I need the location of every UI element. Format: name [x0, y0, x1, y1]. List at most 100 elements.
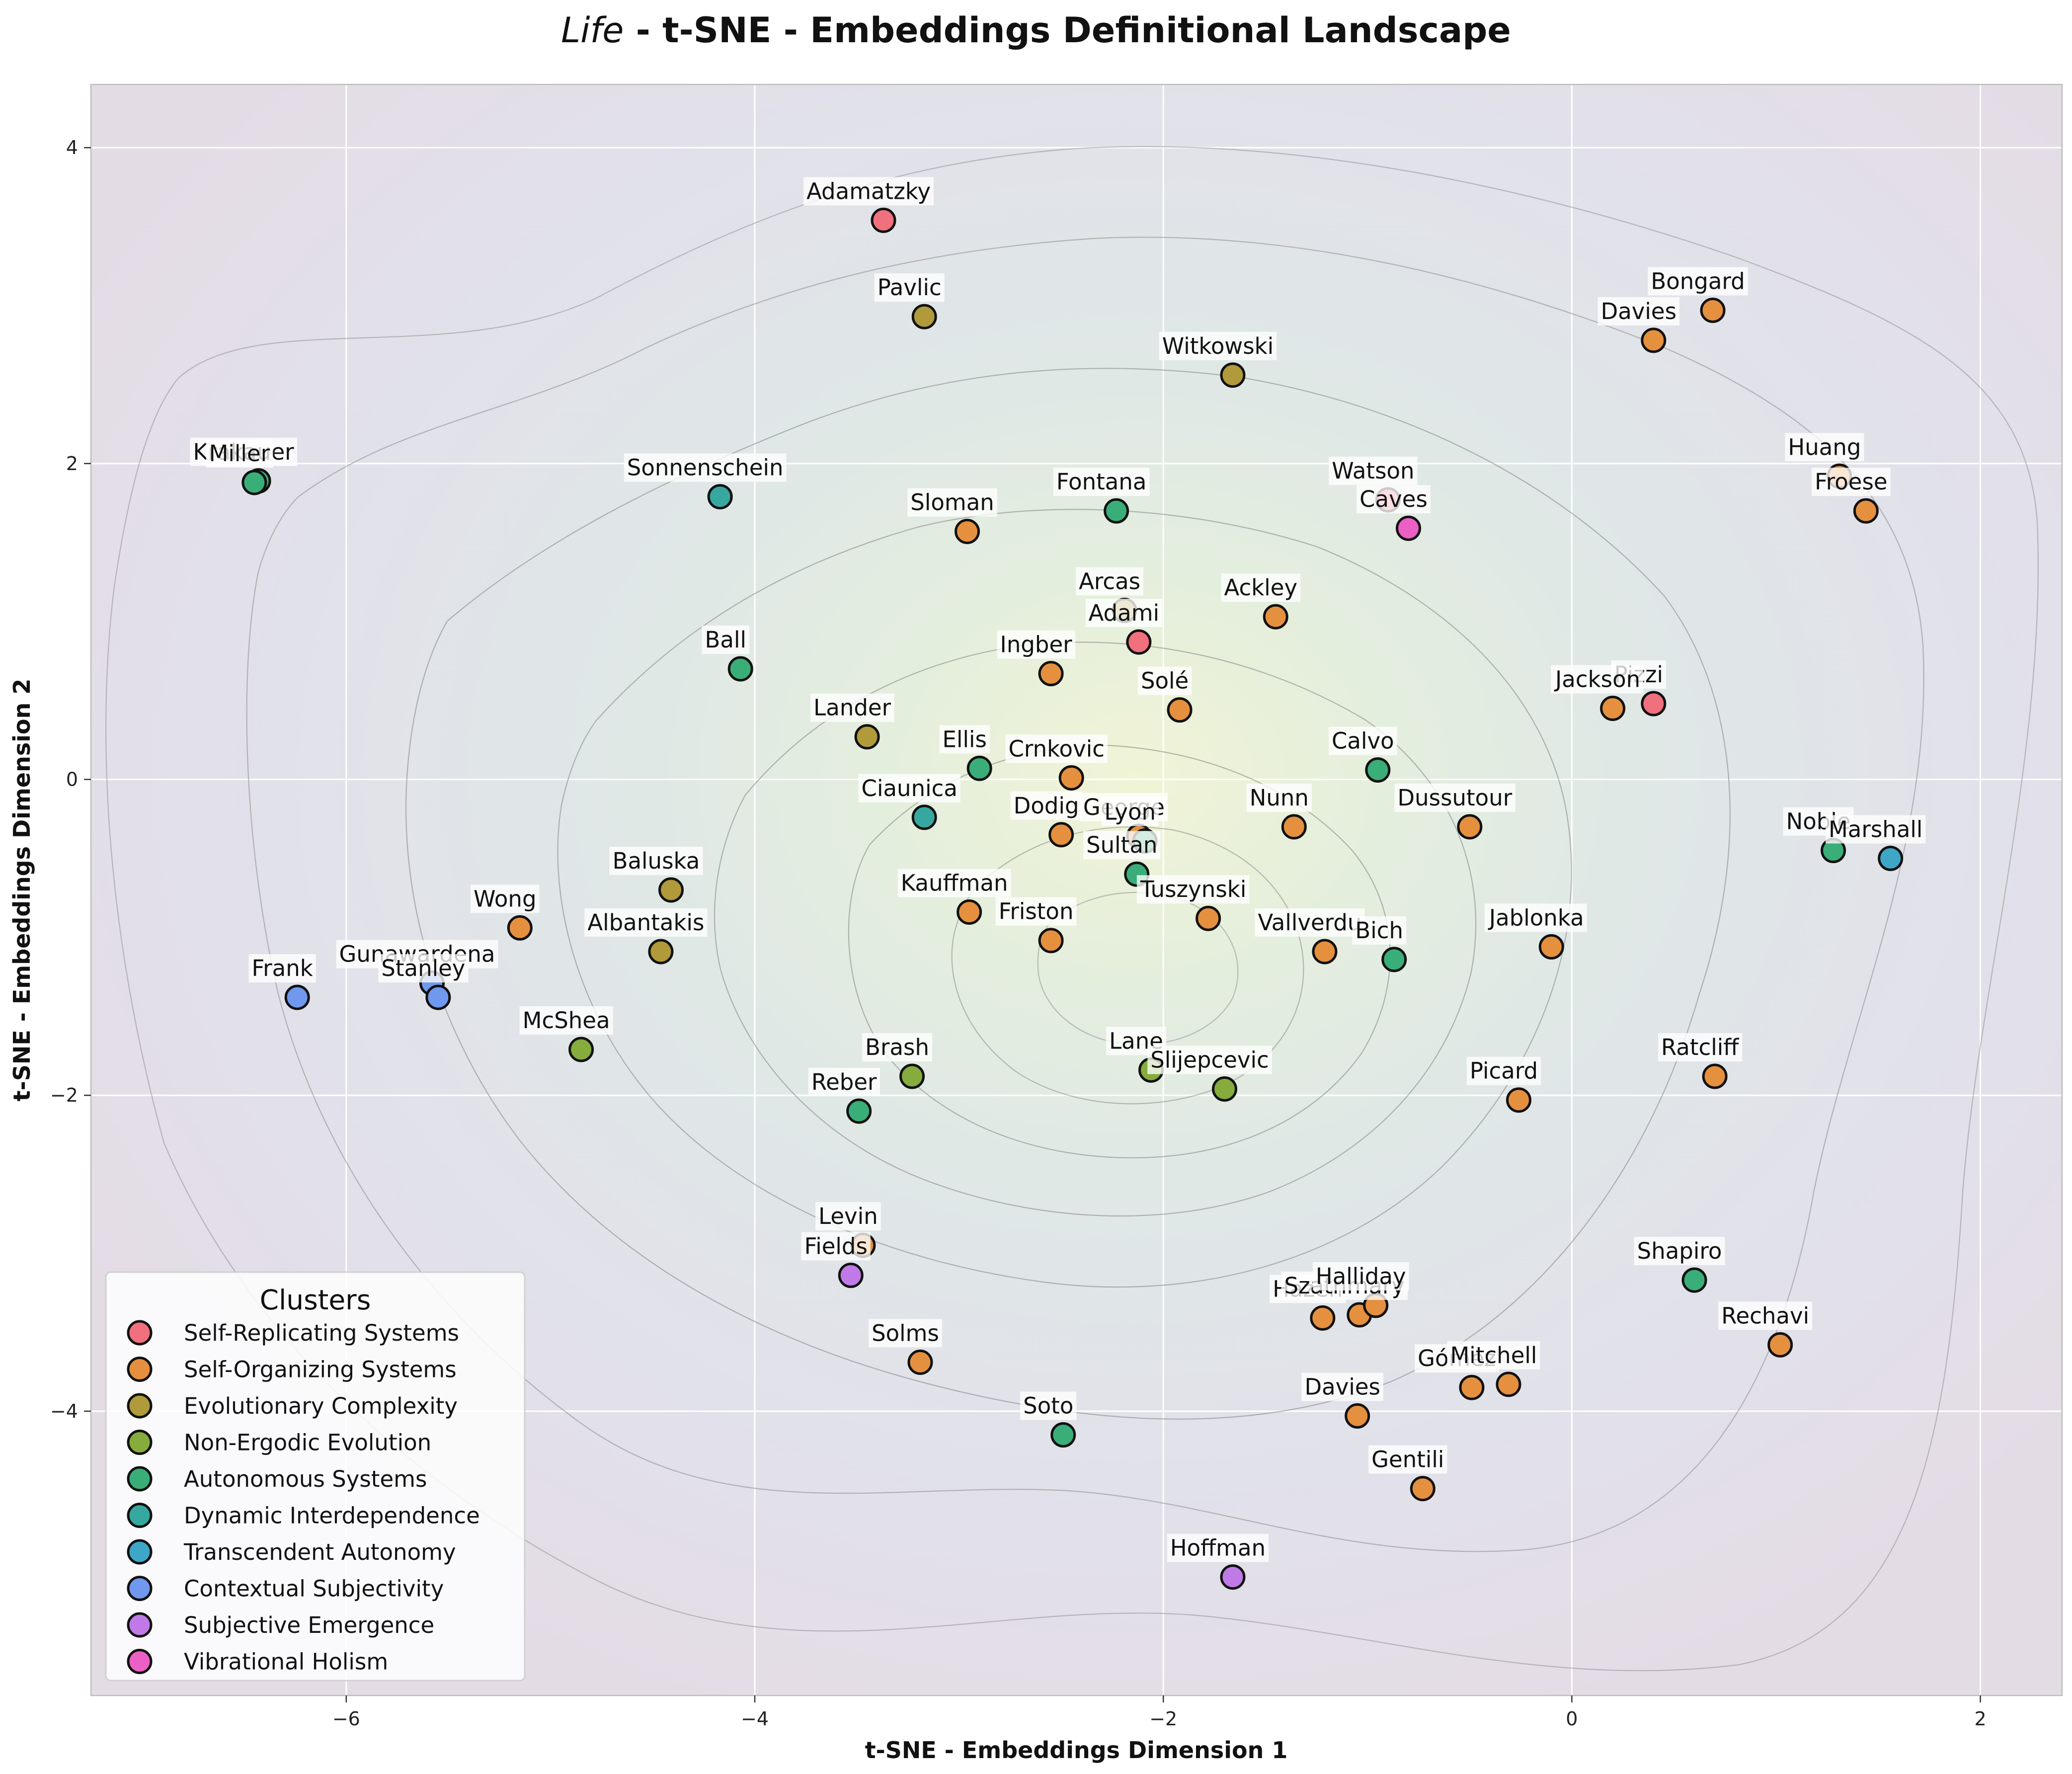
x-tick-label: 2: [1974, 1708, 1986, 1730]
point-label-background: [1329, 456, 1418, 485]
scatter-point: [1641, 691, 1667, 717]
scatter-point: [1263, 604, 1288, 630]
scatter-point: [1365, 757, 1391, 783]
point-label: Tuszynski: [1140, 876, 1246, 902]
point-label-background: [1083, 831, 1161, 860]
point-label-background: [1255, 908, 1365, 937]
point-label-background: [1076, 567, 1144, 596]
point-label: Watson: [1332, 458, 1414, 484]
legend-entry-label: Self-Organizing Systems: [184, 1357, 457, 1383]
point-label-background: [1221, 573, 1301, 602]
point-label: Ellis: [943, 726, 987, 752]
scatter-point: [568, 1037, 594, 1062]
point-label: Friston: [999, 898, 1074, 925]
point-label: Mitchell: [1450, 1342, 1537, 1369]
point-label: Reber: [811, 1069, 877, 1095]
point-label-background: [1368, 1445, 1447, 1474]
point-label-background: [1005, 734, 1108, 763]
x-tick-label: −6: [332, 1708, 360, 1730]
point-label: Baluska: [613, 848, 700, 874]
point-label-background: [995, 897, 1077, 926]
legend-frame: [105, 1271, 526, 1682]
point-label-background: [815, 1202, 881, 1231]
scatter-point: [838, 1263, 864, 1289]
point-label-background: [1312, 1262, 1409, 1290]
point-label-background: [1329, 726, 1397, 755]
scatter-point: [1345, 1403, 1370, 1429]
point-label-background: [874, 273, 945, 302]
scatter-point: [1700, 298, 1726, 323]
legend-title: Clusters: [260, 1284, 371, 1316]
scatter-point: [1459, 1374, 1485, 1400]
point-label: Picard: [1470, 1058, 1538, 1084]
point-label: Ratcliff: [1661, 1034, 1739, 1060]
point-label-background: [1658, 1033, 1743, 1062]
scatter-point: [1702, 1063, 1728, 1089]
point-label-background: [1010, 791, 1082, 820]
legend-entry-label: Evolutionary Complexity: [184, 1393, 458, 1419]
point-label-background: [869, 1319, 942, 1348]
scatter-point: [727, 656, 753, 682]
scatter-point: [1506, 1087, 1532, 1113]
scatter-point: [955, 518, 980, 544]
point-label-background: [1159, 331, 1277, 360]
point-label-background: [808, 1067, 880, 1096]
point-label-background: [1053, 468, 1150, 496]
point-label-background: [1825, 815, 1926, 844]
y-tick-label: 2: [66, 453, 78, 475]
legend: Clusters Self-Replicating Systems Self-Org…: [105, 1271, 526, 1682]
point-label: Dussutour: [1397, 785, 1512, 811]
point-label: Brash: [865, 1034, 929, 1060]
point-label: Crnkovic: [1008, 735, 1105, 762]
point-label-background: [1718, 1301, 1813, 1330]
scatter-point: [707, 484, 733, 510]
point-label-background: [248, 954, 316, 983]
scatter-point: [1050, 1422, 1076, 1448]
point-label: Levin: [818, 1203, 878, 1229]
point-label-background: [1101, 798, 1159, 826]
legend-marker: [127, 1649, 153, 1674]
legend-entry-label: Vibrational Holism: [184, 1649, 388, 1675]
point-label-background: [1812, 468, 1891, 496]
legend-entry-label: Transcendent Autonomy: [183, 1539, 456, 1565]
scatter-point: [648, 939, 674, 965]
scatter-point: [241, 470, 267, 495]
point-label: Bongard: [1651, 268, 1745, 295]
legend-entry-label: Self-Replicating Systems: [184, 1320, 459, 1346]
point-label-background: [897, 869, 1011, 897]
point-label-background: [1352, 916, 1407, 945]
scatter-point: [1381, 947, 1407, 972]
scatter-point: [1457, 814, 1483, 840]
scatter-point: [1878, 845, 1904, 871]
scatter-point: [1310, 1305, 1336, 1331]
y-tick-label: 4: [66, 137, 78, 159]
point-label: Dodig: [1014, 793, 1079, 819]
scatter-point: [1126, 629, 1152, 655]
point-label: Fields: [804, 1233, 868, 1260]
point-label-background: [584, 908, 708, 937]
point-label: Sultan: [1086, 832, 1157, 858]
point-label: Solms: [872, 1320, 939, 1346]
point-label: Adamatzky: [806, 178, 931, 204]
scatter-point: [1048, 822, 1074, 848]
legend-marker: [127, 1576, 153, 1601]
scatter-point: [1195, 905, 1221, 931]
legend-entry-label: Non-Ergodic Evolution: [184, 1430, 431, 1456]
point-label: Sonnenschein: [627, 455, 784, 481]
point-label: Wong: [474, 886, 536, 912]
scatter-point: [1410, 1476, 1435, 1502]
scatter-point: [1104, 498, 1129, 524]
point-label: Davies: [1601, 298, 1677, 324]
point-label-background: [1648, 267, 1748, 296]
point-label: Rechavi: [1721, 1302, 1809, 1329]
point-label-background: [378, 954, 469, 983]
point-label: Sloman: [910, 489, 994, 515]
legend-marker: [127, 1393, 153, 1419]
scatter-point: [1058, 765, 1084, 791]
point-label: Kauffman: [901, 870, 1008, 896]
scatter-point: [1312, 939, 1338, 965]
scatter-point: [1641, 327, 1667, 353]
scatter-point: [956, 899, 982, 925]
x-tick-label: 0: [1566, 1708, 1578, 1730]
